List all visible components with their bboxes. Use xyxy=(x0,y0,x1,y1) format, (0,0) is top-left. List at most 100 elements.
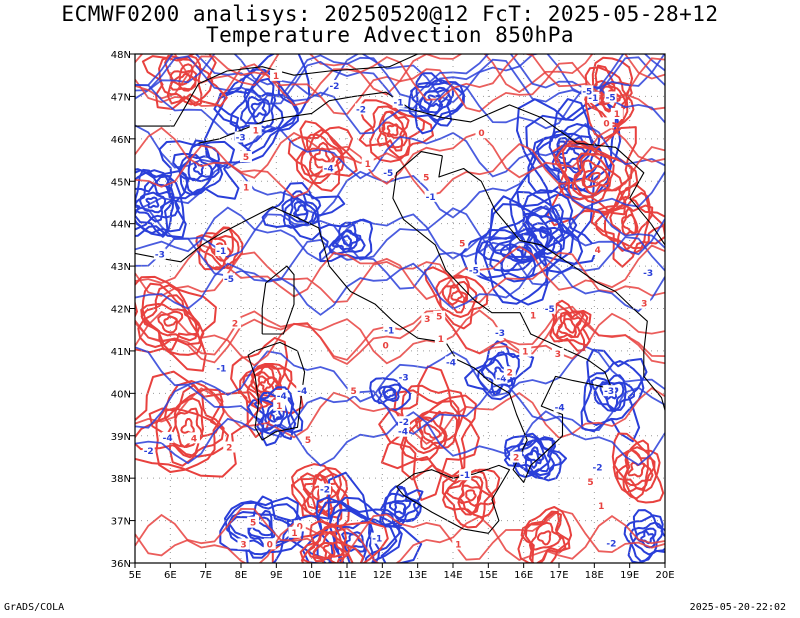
contour-label-bg xyxy=(494,327,507,339)
contour-line xyxy=(291,463,350,529)
contour-line xyxy=(528,521,562,551)
lat-tick-label: 36N xyxy=(111,559,131,570)
contour-label-bg xyxy=(420,171,433,183)
contour-line xyxy=(286,471,423,563)
lon-tick-label: 20E xyxy=(655,570,674,581)
lat-tick-label: 39N xyxy=(111,432,131,443)
lon-tick-label: 18E xyxy=(585,570,604,581)
contour-label: -1 xyxy=(394,99,404,109)
corsica-outline xyxy=(261,265,295,335)
contour-label: -1 xyxy=(384,326,394,336)
chart-title-line2: Temperature Advection 850hPa xyxy=(205,23,574,47)
contour-line xyxy=(380,389,477,478)
contour-line xyxy=(383,388,395,399)
contour-label: -2 xyxy=(356,105,366,115)
contour-line xyxy=(328,221,366,255)
contour-label-bg xyxy=(273,399,286,411)
contour-label: -4 xyxy=(555,404,565,414)
contour-label-bg xyxy=(229,317,242,329)
contour-line xyxy=(135,61,665,116)
contour-line xyxy=(477,352,520,394)
contour-label: 1 xyxy=(276,402,282,412)
contour-line xyxy=(549,299,592,352)
contour-label: 3 xyxy=(641,300,647,310)
advection-contours xyxy=(135,54,665,563)
contour-label-bg xyxy=(434,332,447,344)
contour-line xyxy=(381,121,406,139)
contour-line xyxy=(135,388,229,458)
lon-tick-label: 10E xyxy=(302,570,321,581)
contour-label: -3 xyxy=(495,329,505,339)
contour-label-bg xyxy=(153,248,166,260)
contour-label: -3 xyxy=(399,373,409,383)
sicily-outline xyxy=(396,464,511,534)
contour-label-bg xyxy=(603,385,616,397)
contour-label: 2 xyxy=(513,454,519,464)
lon-tick-label: 5E xyxy=(129,570,142,581)
lat-tick-label: 42N xyxy=(111,305,131,316)
contour-label-bg xyxy=(459,469,472,481)
contour-label-bg xyxy=(234,131,247,143)
contour-label: 5 xyxy=(305,436,311,446)
contour-line xyxy=(424,266,489,330)
contour-line xyxy=(135,370,264,478)
contour-line xyxy=(376,110,410,152)
contour-label: -4 xyxy=(398,428,408,438)
contour-line xyxy=(333,507,375,563)
contour-label-bg xyxy=(223,273,236,285)
contour-label-bg xyxy=(433,310,446,322)
lon-tick-label: 11E xyxy=(337,570,356,581)
contour-line xyxy=(141,282,203,356)
contour-line xyxy=(341,235,352,247)
contour-label: 5 xyxy=(436,313,442,323)
contour-label-bg xyxy=(288,526,301,538)
contour-label: -4 xyxy=(446,358,456,368)
italy-peninsula-outline xyxy=(223,151,613,483)
cold-advection-cell xyxy=(204,54,311,164)
contour-label: 3 xyxy=(424,315,430,325)
contour-line xyxy=(135,82,665,136)
contour-label-bg xyxy=(527,309,540,321)
contour-line xyxy=(135,180,175,223)
contour-line xyxy=(393,501,407,515)
contour-line xyxy=(158,140,240,200)
contour-label: 1 xyxy=(243,183,249,193)
contour-label-bg xyxy=(591,244,604,256)
contour-label-bg xyxy=(591,461,604,473)
lat-tick-label: 38N xyxy=(111,474,131,485)
lon-tick-label: 9E xyxy=(270,570,283,581)
contour-line xyxy=(137,284,205,348)
contour-label: -4 xyxy=(324,164,334,174)
contour-line xyxy=(135,305,665,361)
contour-label-bg xyxy=(610,108,623,120)
contour-label: 5 xyxy=(459,239,465,249)
contour-line xyxy=(230,336,304,438)
contour-label: -1 xyxy=(216,247,226,257)
contour-label: 4 xyxy=(191,434,197,444)
contour-line xyxy=(623,514,665,563)
contour-label-bg xyxy=(581,85,594,97)
contour-label: -4 xyxy=(297,387,307,397)
contour-label: 0 xyxy=(267,540,273,550)
contour-label-bg xyxy=(240,181,253,193)
contour-line xyxy=(381,485,422,528)
contour-line xyxy=(169,63,197,91)
contour-line xyxy=(504,432,567,480)
contour-label: -4 xyxy=(497,375,507,385)
cold-advection-cell xyxy=(369,377,411,411)
contour-label-bg xyxy=(604,91,617,103)
contour-line xyxy=(386,123,399,138)
contour-label: 1 xyxy=(522,348,528,358)
lon-tick-label: 7E xyxy=(199,570,212,581)
contour-label: -5 xyxy=(606,93,616,103)
contour-label-bg xyxy=(215,245,228,257)
contour-line xyxy=(571,152,624,198)
contour-line xyxy=(590,376,635,413)
contour-label: 1 xyxy=(273,72,279,82)
contour-label: -5 xyxy=(469,266,479,276)
lat-tick-label: 41N xyxy=(111,347,131,358)
contour-line xyxy=(135,257,665,316)
contour-label: 0 xyxy=(382,341,388,351)
contour-label: 1 xyxy=(438,335,444,345)
contour-line xyxy=(318,218,373,263)
